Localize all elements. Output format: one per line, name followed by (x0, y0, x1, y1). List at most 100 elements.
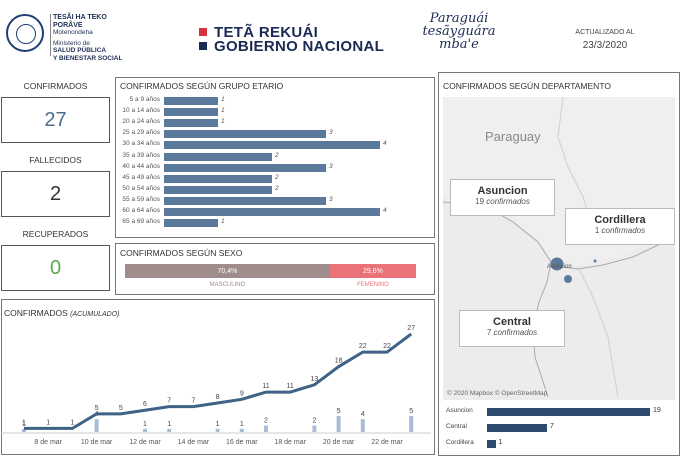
age-group-label: 50 a 54 años (122, 184, 160, 192)
map-card-asuncion: Asuncion 19 confirmados (450, 179, 555, 216)
age-bar (164, 130, 326, 139)
cumulative-point-label: 22 (359, 343, 367, 350)
age-group-label: 55 a 59 años (122, 195, 160, 203)
cumulative-point-label: 6 (143, 401, 147, 408)
dept-label: Asuncion (446, 407, 473, 414)
cumulative-point-label: 18 (335, 358, 343, 365)
map-road-line (577, 266, 619, 398)
dept-label: Central (446, 423, 467, 430)
blue-square-icon (199, 42, 207, 50)
map-canvas: Asuncion Paraguay (443, 97, 675, 400)
daily-bar-label: 1 (167, 421, 171, 428)
dept-panel-title: CONFIRMADOS SEGÚN DEPARTAMENTO (443, 81, 611, 91)
age-bar-value: 3 (329, 162, 333, 170)
gov-line-2: GOBIERNO NACIONAL (214, 38, 385, 55)
slogan-line: tesãyguára (422, 24, 496, 39)
sex-bar-male: 70,4% (125, 264, 330, 278)
sex-label-female: FEMENINO (357, 282, 389, 288)
dept-bar (487, 408, 650, 416)
cumulative-line (24, 332, 413, 430)
cumulative-point-label: 11 (287, 383, 294, 390)
accum-panel-title: CONFIRMADOS (4, 308, 68, 318)
dept-panel (438, 72, 680, 456)
age-bar (164, 108, 218, 117)
accum-panel-title-wrap: CONFIRMADOS (ACUMULADO) (4, 308, 120, 318)
slogan-line: mba'e (439, 37, 479, 52)
cumulative-point-label: 9 (240, 390, 244, 397)
ministry-line: Ministerio de (53, 39, 90, 47)
map-attribution[interactable]: © 2020 Mapbox © OpenStreetMap (447, 390, 548, 397)
daily-bar (215, 428, 220, 432)
age-group-label: 20 a 24 años (122, 118, 160, 126)
sex-panel (115, 243, 435, 295)
map-point-central[interactable] (564, 275, 572, 283)
age-group-label: 65 a 69 años (122, 218, 160, 226)
age-bar (164, 208, 380, 216)
age-bar (164, 152, 272, 161)
age-bar (164, 174, 272, 183)
daily-bar (264, 425, 268, 432)
age-bar-value: 3 (329, 129, 333, 137)
age-bar-value: 1 (221, 218, 225, 226)
map-point-asuncion[interactable] (550, 257, 564, 271)
sex-panel-title: CONFIRMADOS SEGÚN SEXO (120, 248, 243, 258)
daily-bar (94, 419, 99, 432)
age-bar-value: 2 (275, 151, 279, 159)
cumulative-point-label: 22 (383, 343, 391, 350)
ministry-line: PORÃVE (53, 21, 83, 29)
age-group-label: 45 a 49 años (122, 173, 160, 181)
age-group-label: 30 a 34 años (122, 140, 160, 148)
daily-bar-label: 2 (264, 418, 268, 425)
dept-label: Cordillera (446, 439, 474, 446)
x-tick-label: 20 de mar (323, 439, 355, 446)
daily-bar-label: 1 (22, 421, 26, 428)
cumulative-point-label: 13 (311, 376, 319, 383)
age-bar (164, 97, 218, 105)
age-bar-value: 1 (221, 96, 225, 103)
map-card-name: Asuncion (477, 185, 528, 197)
dept-bar (487, 440, 496, 448)
cumulative-point-label: 1 (46, 419, 50, 426)
age-panel (115, 77, 435, 238)
x-tick-label: 22 de mar (371, 439, 403, 446)
daily-bar-label: 1 (240, 421, 244, 428)
daily-bar-label: 2 (312, 418, 316, 425)
cumulative-point-label: 27 (407, 325, 415, 332)
dept-bar-value: 7 (550, 423, 554, 430)
map-card-suffix: confirmados (493, 328, 538, 337)
department-map[interactable]: Asuncion Paraguay (443, 97, 675, 400)
daily-bar (360, 419, 365, 432)
sex-label-male: MASCULINO (209, 282, 246, 288)
updated-date: 23/3/2020 (582, 40, 628, 51)
age-bar-value: 1 (221, 107, 225, 115)
age-bar-value: 3 (329, 195, 333, 203)
age-bar-value: 2 (275, 184, 279, 192)
daily-bar (22, 428, 26, 432)
daily-bar-label: 1 (143, 421, 147, 428)
ministry-line: SALUD PÚBLICA (53, 47, 107, 54)
map-card-count: 7 (486, 328, 492, 337)
age-bar-value: 4 (383, 140, 387, 148)
daily-bar-label: 5 (409, 408, 413, 415)
age-bar (164, 163, 326, 172)
age-panel-title: CONFIRMADOS SEGÚN GRUPO ETARIO (120, 81, 284, 91)
cumulative-point-label: 5 (119, 405, 123, 412)
cumulative-point-label: 1 (22, 419, 26, 426)
accum-panel-subtitle: (ACUMULADO) (70, 311, 120, 318)
ministry-seal-icon (6, 14, 44, 52)
kpi-confirmed-value: 27 (1, 97, 110, 143)
age-bar-value: 1 (221, 118, 225, 126)
cumulative-point-label: 8 (216, 394, 220, 401)
x-tick-label: 8 de mar (34, 439, 62, 446)
age-group-label: 40 a 44 años (122, 162, 160, 170)
cumulative-point-label: 11 (262, 383, 269, 390)
dept-bar-value: 1 (498, 439, 503, 446)
daily-bar (143, 428, 147, 432)
x-tick-label: 12 de mar (129, 439, 161, 446)
age-bar (164, 119, 218, 128)
map-point-cordillera[interactable] (593, 259, 597, 263)
map-card-name: Central (493, 316, 531, 328)
daily-bar-label: 1 (216, 421, 220, 428)
x-tick-label: 14 de mar (178, 439, 210, 446)
